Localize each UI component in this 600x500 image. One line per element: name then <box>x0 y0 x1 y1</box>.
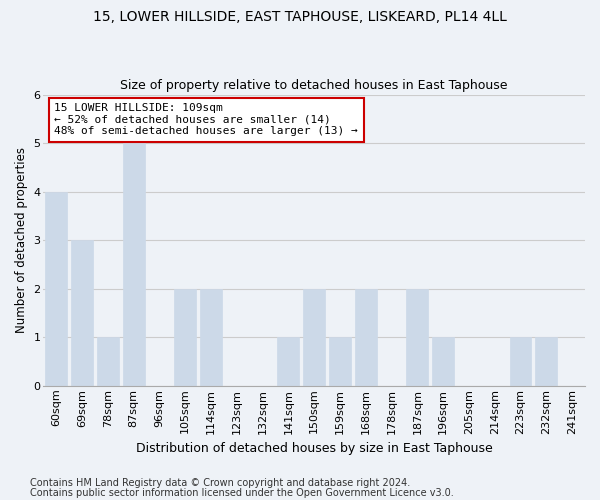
Text: Contains HM Land Registry data © Crown copyright and database right 2024.: Contains HM Land Registry data © Crown c… <box>30 478 410 488</box>
X-axis label: Distribution of detached houses by size in East Taphouse: Distribution of detached houses by size … <box>136 442 493 455</box>
Text: 15, LOWER HILLSIDE, EAST TAPHOUSE, LISKEARD, PL14 4LL: 15, LOWER HILLSIDE, EAST TAPHOUSE, LISKE… <box>93 10 507 24</box>
Bar <box>175 289 196 386</box>
Bar <box>71 240 93 386</box>
Bar <box>406 289 428 386</box>
Bar <box>97 338 119 386</box>
Text: Contains public sector information licensed under the Open Government Licence v3: Contains public sector information licen… <box>30 488 454 498</box>
Bar <box>432 338 454 386</box>
Bar <box>303 289 325 386</box>
Y-axis label: Number of detached properties: Number of detached properties <box>15 147 28 333</box>
Bar <box>277 338 299 386</box>
Bar <box>535 338 557 386</box>
Text: 15 LOWER HILLSIDE: 109sqm
← 52% of detached houses are smaller (14)
48% of semi-: 15 LOWER HILLSIDE: 109sqm ← 52% of detac… <box>54 104 358 136</box>
Bar <box>329 338 351 386</box>
Bar <box>46 192 67 386</box>
Bar <box>200 289 222 386</box>
Bar <box>355 289 377 386</box>
Bar <box>509 338 532 386</box>
Bar <box>123 143 145 386</box>
Title: Size of property relative to detached houses in East Taphouse: Size of property relative to detached ho… <box>121 79 508 92</box>
